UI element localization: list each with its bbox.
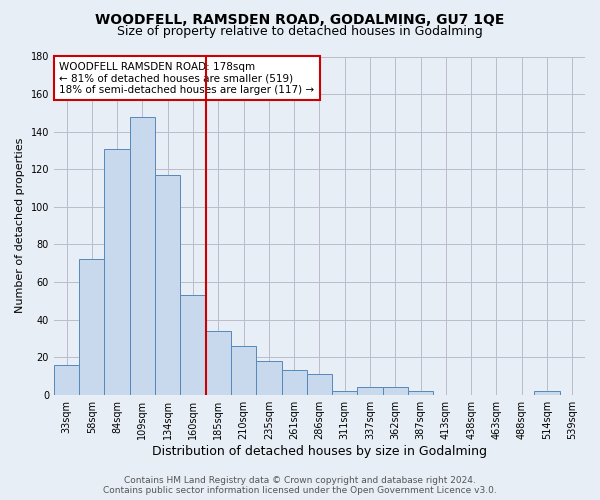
Bar <box>79 260 104 394</box>
Bar <box>206 331 231 394</box>
Bar <box>383 387 408 394</box>
X-axis label: Distribution of detached houses by size in Godalming: Distribution of detached houses by size … <box>152 444 487 458</box>
Y-axis label: Number of detached properties: Number of detached properties <box>15 138 25 314</box>
Bar <box>358 387 383 394</box>
Bar <box>535 391 560 394</box>
Bar <box>281 370 307 394</box>
Bar <box>54 364 79 394</box>
Bar <box>231 346 256 395</box>
Bar <box>104 148 130 394</box>
Bar <box>155 175 181 394</box>
Text: Contains HM Land Registry data © Crown copyright and database right 2024.
Contai: Contains HM Land Registry data © Crown c… <box>103 476 497 495</box>
Bar <box>408 391 433 394</box>
Bar <box>307 374 332 394</box>
Text: WOODFELL RAMSDEN ROAD: 178sqm
← 81% of detached houses are smaller (519)
18% of : WOODFELL RAMSDEN ROAD: 178sqm ← 81% of d… <box>59 62 314 95</box>
Bar <box>181 295 206 394</box>
Text: WOODFELL, RAMSDEN ROAD, GODALMING, GU7 1QE: WOODFELL, RAMSDEN ROAD, GODALMING, GU7 1… <box>95 12 505 26</box>
Bar <box>332 391 358 394</box>
Text: Size of property relative to detached houses in Godalming: Size of property relative to detached ho… <box>117 25 483 38</box>
Bar <box>130 116 155 394</box>
Bar <box>256 361 281 394</box>
